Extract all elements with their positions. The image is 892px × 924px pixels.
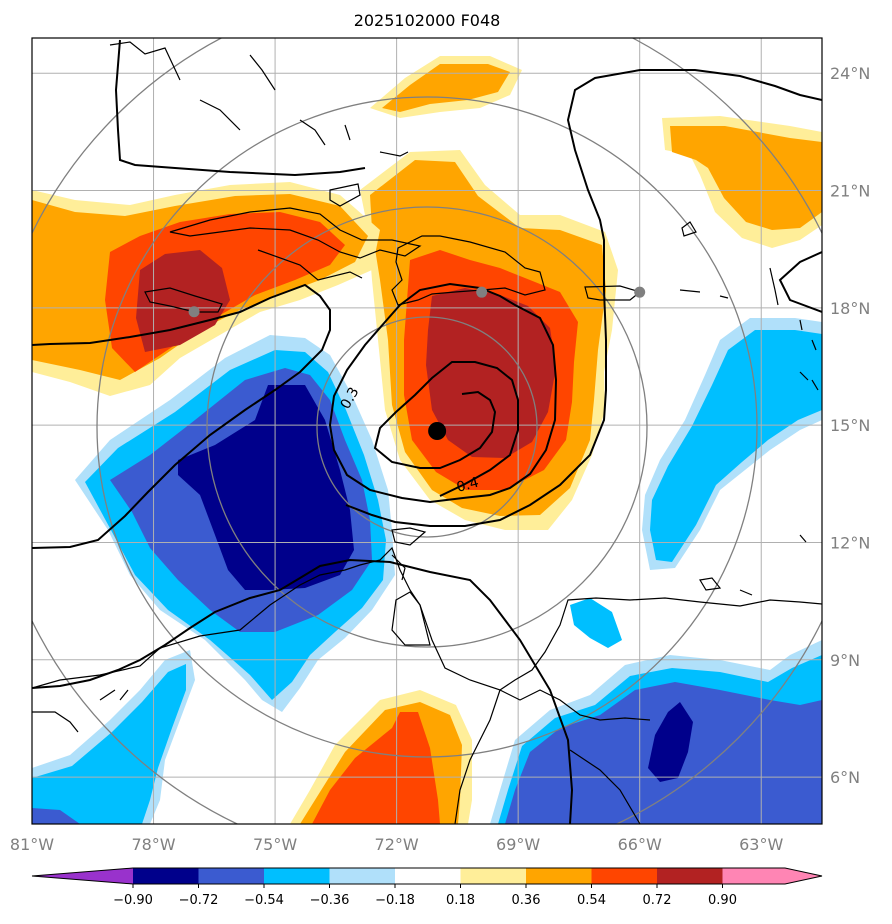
colorbar-tick-label: −0.36 — [310, 893, 350, 908]
field-pos-north-054 — [382, 64, 510, 112]
coast-panama — [32, 689, 129, 733]
lon-tick-label: 78°W — [131, 835, 175, 854]
range-circle — [316, 316, 538, 538]
lat-tick-label: 21°N — [830, 182, 870, 201]
coast-southamerica — [32, 546, 822, 691]
colorbar-box — [395, 868, 461, 884]
lon-tick-label: 72°W — [375, 835, 419, 854]
longitude-ticks: 81°W 78°W 75°W 72°W 69°W 66°W 63°W — [10, 835, 784, 854]
figure-title: 2025102000 F048 — [354, 11, 501, 30]
coast-puerto-rico — [584, 285, 642, 301]
range-circle — [206, 206, 648, 648]
lat-tick-label: 9°N — [830, 651, 860, 670]
stations — [188, 286, 646, 318]
contour-line — [328, 282, 558, 504]
contour-line — [114, 39, 366, 177]
colorbar-tick-label: −0.72 — [179, 893, 219, 908]
lat-tick-label: 6°N — [830, 768, 860, 787]
colorbar-box — [657, 868, 723, 884]
lon-tick-label: 81°W — [10, 835, 54, 854]
lat-tick-label: 12°N — [830, 533, 870, 552]
colorbar-box — [329, 868, 395, 884]
map-frame — [31, 37, 823, 825]
field-neg-se-072 — [648, 702, 693, 782]
colorbar-tick-label: 0.18 — [446, 893, 475, 908]
field-neg-sw-054 — [32, 808, 80, 824]
map-area: 0.3 0.4 — [32, 38, 822, 824]
colorbar: −0.90 −0.72 −0.54 −0.36 −0.18 0.18 0.36 0.54 0.7… — [31, 867, 823, 908]
field-pos-090 — [426, 288, 556, 458]
colorbar-box — [526, 868, 592, 884]
contour-line — [373, 361, 519, 497]
colorbar-tick-label: −0.54 — [244, 893, 284, 908]
field-pos-ne-054 — [670, 126, 822, 230]
colorbar-extend-min — [32, 868, 133, 884]
colorbar-box — [133, 868, 199, 884]
lon-tick-label: 63°W — [739, 835, 783, 854]
contour-line — [345, 69, 822, 527]
coastlines — [32, 41, 822, 824]
coast-bahamas — [109, 41, 409, 281]
coast-maracaibo — [391, 591, 431, 646]
contours — [32, 39, 822, 824]
colorbar-box — [460, 868, 526, 884]
storm-center-marker — [428, 422, 447, 440]
coast-jamaica — [144, 287, 223, 313]
contour-line — [778, 251, 822, 313]
coast-cuba — [169, 183, 422, 259]
field-pos-west-090 — [136, 250, 230, 352]
colorbar-tick-label: 0.54 — [577, 893, 606, 908]
colorbar-box — [591, 868, 657, 884]
station-marker — [476, 286, 488, 298]
latitude-ticks: 24°N 21°N 18°N 15°N 12°N 9°N 6°N — [830, 64, 870, 787]
contour-line — [32, 558, 574, 824]
range-circle — [96, 96, 758, 758]
station-marker — [634, 286, 646, 298]
coast-trinidad — [699, 577, 753, 596]
colorbar-tick-label: 0.90 — [708, 893, 737, 908]
colorbar-box — [722, 868, 785, 884]
coast-hispaniola — [391, 235, 546, 306]
coast-lesser-antilles — [679, 221, 819, 543]
lon-tick-label: 75°W — [253, 835, 297, 854]
colorbar-extend-max — [785, 868, 822, 884]
contour-label: 0.4 — [455, 475, 481, 496]
field-neg-sw-036 — [32, 664, 186, 824]
colorbar-tick-label: 0.36 — [512, 893, 541, 908]
lat-tick-label: 18°N — [830, 299, 870, 318]
range-circles — [32, 38, 822, 824]
colorbar-box — [198, 868, 264, 884]
field-neg-ne-small-036 — [570, 598, 622, 648]
colorbar-tick-label: −0.18 — [375, 893, 415, 908]
field-neg-072 — [178, 385, 354, 590]
coast-paraguana — [391, 527, 427, 546]
colorbar-tick-label: 0.72 — [643, 893, 672, 908]
coast-orinoco — [454, 689, 651, 824]
lon-tick-label: 69°W — [496, 835, 540, 854]
field-pos-south-072 — [312, 712, 440, 824]
contour-line — [32, 283, 331, 549]
station-marker — [188, 306, 200, 318]
lat-tick-label: 15°N — [830, 416, 870, 435]
colorbar-box — [264, 868, 330, 884]
lat-tick-label: 24°N — [830, 64, 870, 83]
field-neg-east-036 — [650, 330, 822, 562]
lon-tick-label: 66°W — [618, 835, 662, 854]
colorbar-tick-label: −0.90 — [113, 893, 153, 908]
